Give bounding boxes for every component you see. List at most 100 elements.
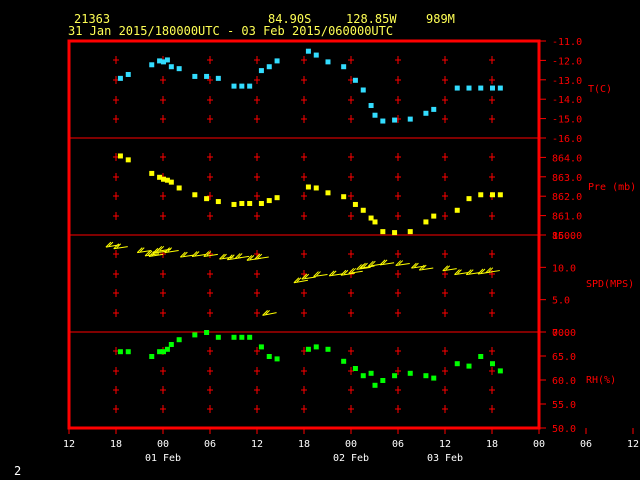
wind-barb-flag <box>296 277 302 283</box>
wind-barb-flag <box>367 260 374 267</box>
pres-point <box>454 207 460 213</box>
x-tick-label: 06 <box>204 439 216 450</box>
wind-barb-flag <box>445 265 451 271</box>
wind-barb-flag <box>457 269 462 274</box>
wind-barb-flag <box>164 247 171 253</box>
rh-point <box>117 349 123 355</box>
pres-point <box>266 198 272 204</box>
wind-barb-flag <box>234 253 241 259</box>
wind-barb-shaft <box>419 267 434 271</box>
page-number: 2 <box>14 464 22 478</box>
wind-barb-shaft <box>164 250 179 254</box>
temp-point <box>360 87 366 93</box>
temp-point <box>352 77 358 83</box>
pres-point <box>164 177 170 183</box>
pres-point <box>392 230 398 236</box>
rh-point <box>204 330 210 335</box>
pres-point <box>423 219 429 225</box>
pres-point <box>176 185 182 191</box>
pres-point <box>231 201 237 207</box>
wind-barb-flag <box>219 253 225 260</box>
temp-point <box>168 64 174 70</box>
pres-point <box>125 157 131 163</box>
pres-y-tick-label: 860.0 <box>552 231 582 242</box>
pres-point <box>368 215 374 221</box>
x-tick-label: 06 <box>392 439 404 450</box>
wind-barb-shaft <box>454 272 469 276</box>
temp-point <box>466 85 472 91</box>
wind-barb-flag <box>316 271 321 276</box>
temp-point <box>423 110 429 116</box>
wind-barb-shaft <box>137 250 152 254</box>
temp-point <box>431 106 437 112</box>
wind-axis-label: SPD(MPS) <box>586 279 634 290</box>
wind-barb-flag <box>147 250 153 256</box>
temp-point <box>490 85 495 91</box>
pres-point <box>341 194 347 200</box>
wind-barb-flag <box>468 269 474 274</box>
wind-barb-flag <box>191 251 198 257</box>
grid-markers <box>113 56 495 413</box>
wind-y-tick-label: 10.0 <box>552 263 576 274</box>
wind-barb-shaft <box>313 273 328 278</box>
pres-point <box>490 192 495 198</box>
wind-barb-flag <box>382 259 388 265</box>
wind-barb-flag <box>246 255 253 261</box>
rh-point <box>360 373 366 379</box>
wind-barb-shaft <box>340 272 355 276</box>
wind-barb-flag <box>328 270 335 277</box>
temp-point <box>117 75 123 81</box>
rh-point <box>325 346 331 352</box>
pres-point <box>380 229 386 235</box>
rh-point <box>192 332 198 338</box>
x-tick-label: 06 <box>580 439 592 450</box>
wind-barb-flag <box>343 269 349 275</box>
temp-point <box>161 59 166 65</box>
wind-barb-shaft <box>192 253 207 257</box>
pres-point <box>157 174 163 180</box>
station-id: 21363 <box>74 12 111 26</box>
rh-point <box>258 344 264 350</box>
x-tick-label: 12 <box>63 439 75 450</box>
temp-point <box>149 62 155 68</box>
pres-y-tick-label: 861.0 <box>552 212 582 223</box>
pres-point <box>360 207 366 213</box>
wind-barb-shaft <box>466 272 481 276</box>
pres-point <box>239 200 245 206</box>
wind-barb-shaft <box>442 268 457 272</box>
temp-point <box>176 66 182 72</box>
wind-barb-flag <box>363 262 368 268</box>
rh-point <box>372 382 378 388</box>
wind-barb-shaft <box>180 254 195 258</box>
wind-barb-flag <box>144 250 151 257</box>
wind-barb-flag <box>265 310 270 315</box>
wind-barb-flag <box>226 254 233 261</box>
wind-barb-shaft <box>152 250 167 254</box>
wind-barb-shaft <box>395 262 410 267</box>
wind-barb-flag <box>229 254 235 260</box>
pres-point <box>352 201 358 207</box>
temp-point <box>274 58 280 64</box>
wind-barb-flag <box>262 310 268 316</box>
wind-y-tick-label: 0.0 <box>552 328 570 339</box>
wind-barb-flag <box>421 264 427 270</box>
wind-barb-flag <box>379 259 386 266</box>
wind-barb-flag <box>465 269 472 275</box>
temp-point <box>125 71 131 77</box>
wind-barb-shaft <box>113 246 128 250</box>
wind-barb-shaft <box>254 256 269 260</box>
wind-barb-flag <box>398 260 404 265</box>
x-tick-label: 00 <box>157 439 169 450</box>
wind-barb-flag <box>182 251 188 257</box>
temp-axis-label: T(C) <box>588 84 612 95</box>
wind-barb-flag <box>249 255 255 260</box>
rh-point <box>407 370 413 376</box>
rh-point <box>125 349 131 355</box>
wind-y-tick-label: 5.0 <box>552 296 570 307</box>
wind-barb-shaft <box>156 248 171 252</box>
pres-axis-label: Pre (mb) <box>588 182 636 193</box>
temp-point <box>392 117 398 123</box>
temp-point <box>266 64 272 70</box>
wind-y-tick-label: 15.0 <box>552 231 576 242</box>
